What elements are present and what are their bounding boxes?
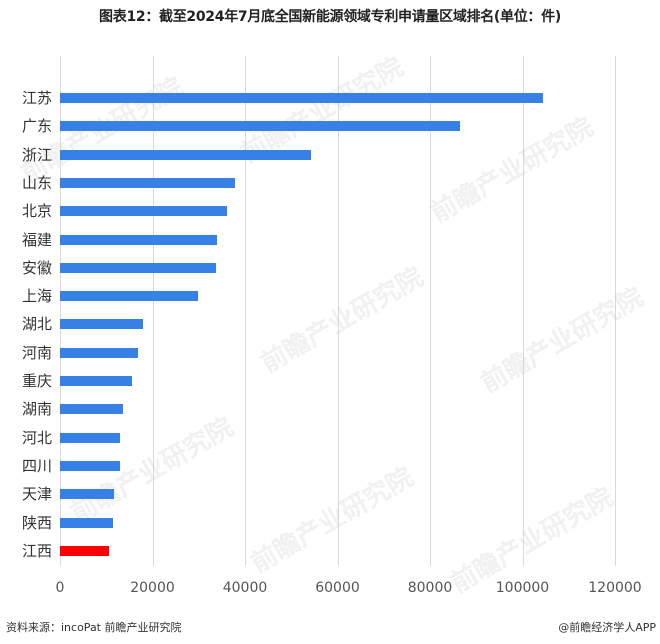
bar-region: [60, 432, 121, 443]
category-label: 河南: [21, 343, 52, 362]
category-label: 山东: [21, 173, 52, 192]
category-label: 河北: [21, 428, 52, 447]
gridline: [430, 56, 431, 566]
x-tick-label: 20000: [130, 580, 175, 596]
x-tick-label: 40000: [222, 580, 268, 596]
category-label: 上海: [21, 287, 52, 306]
x-tick-label: 120000: [588, 580, 642, 596]
chart-title: 图表12：截至2024年7月底全国新能源领域专利申请量区域排名(单位：件): [99, 9, 561, 25]
category-label: 天津: [21, 485, 52, 504]
credit-note: @前瞻经济学人APP: [558, 621, 656, 634]
category-label: 北京: [21, 202, 52, 221]
category-label: 江西: [21, 541, 52, 560]
source-note: 资料来源：incoPat 前瞻产业研究院: [6, 621, 182, 634]
x-tick-label: 0: [55, 580, 65, 596]
bar-region: [60, 149, 311, 160]
bar-region: [60, 404, 124, 415]
bar-region: [60, 234, 218, 245]
bar-region: [60, 319, 144, 330]
category-label: 福建: [21, 230, 52, 249]
plot-area: [60, 56, 620, 566]
bar-region: [60, 262, 217, 273]
bar-region: [60, 460, 120, 471]
category-label: 陕西: [21, 513, 52, 532]
bar-highlight: [60, 545, 110, 556]
bar-region: [60, 347, 139, 358]
bar-region: [60, 206, 228, 217]
x-tick-label: 100000: [495, 580, 550, 596]
gridline: [615, 56, 616, 566]
category-label: 江苏: [21, 89, 52, 107]
category-label: 四川: [21, 456, 52, 475]
category-label: 湖北: [21, 315, 52, 334]
bar-region: [60, 517, 113, 528]
category-label: 广东: [21, 117, 52, 136]
category-label: 湖南: [21, 400, 52, 419]
gridline: [152, 56, 154, 566]
category-label: 安徽: [21, 258, 52, 277]
gridline: [522, 56, 524, 566]
category-label: 重庆: [21, 372, 52, 390]
x-tick-label: 60000: [315, 580, 360, 596]
gridline: [337, 56, 339, 566]
bar-region: [60, 291, 199, 302]
gridline: [245, 56, 246, 566]
bar-region: [60, 489, 114, 500]
bar-region: [60, 177, 236, 188]
bar-region: [60, 121, 460, 132]
gridline: [60, 56, 61, 566]
category-label: 浙江: [21, 145, 52, 164]
bar-region: [60, 376, 133, 386]
x-tick-label: 80000: [407, 580, 453, 596]
bar-region: [60, 93, 543, 103]
